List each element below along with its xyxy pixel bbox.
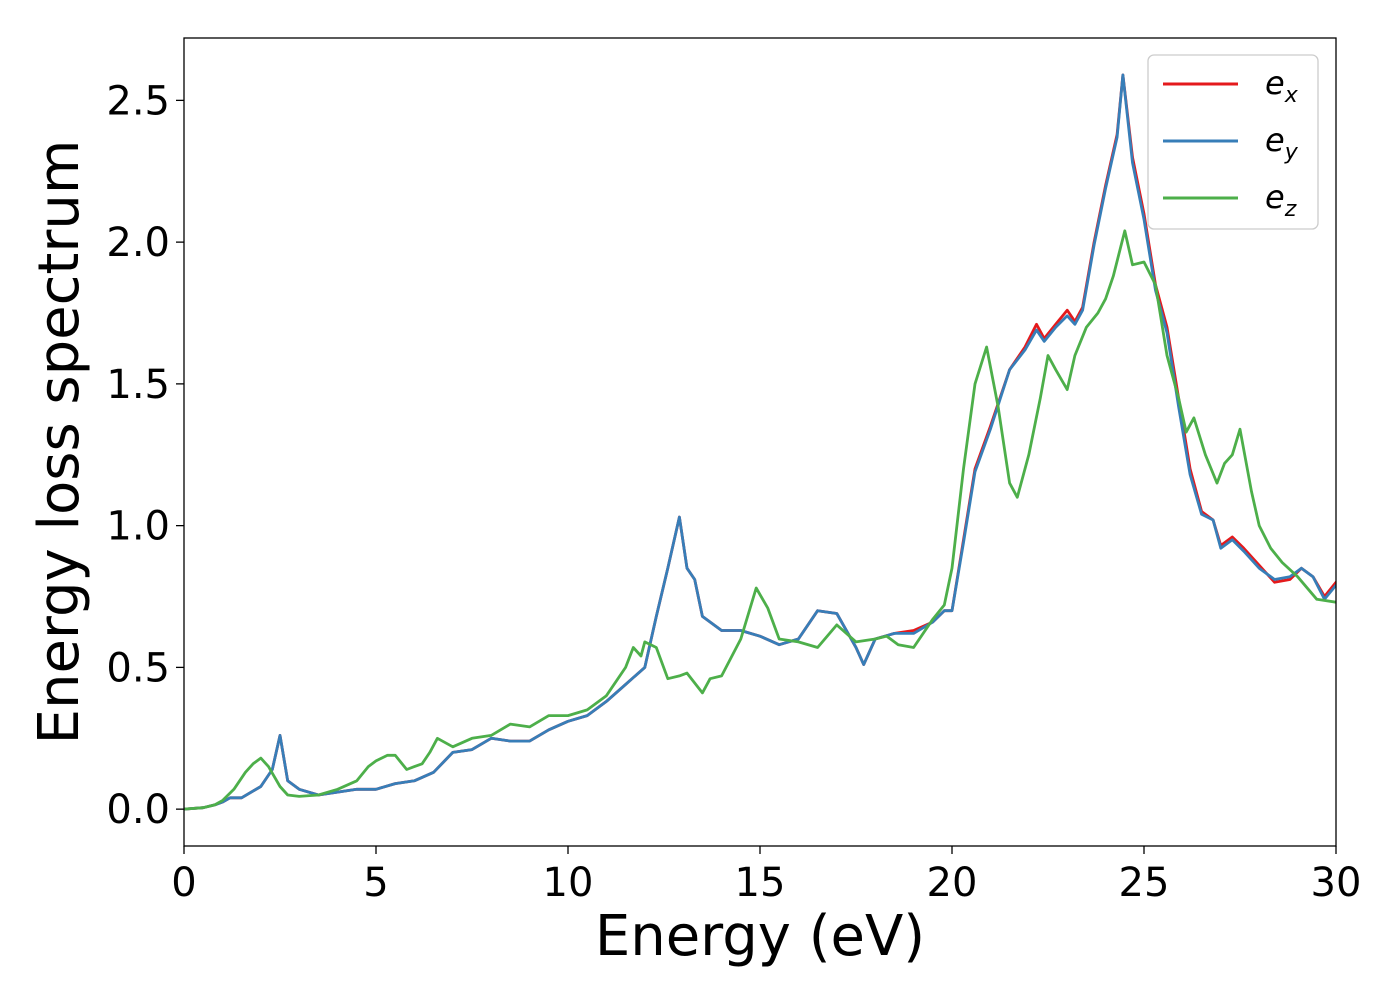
legend-label-z: ez: [1265, 178, 1297, 222]
y-tick-label: 2.0: [106, 220, 170, 266]
series-layer: [184, 73, 1336, 811]
x-tick-label: 25: [1119, 860, 1170, 906]
x-tick-label: 20: [927, 860, 978, 906]
x-tick-label: 10: [543, 860, 594, 906]
y-tick-label: 0.0: [106, 787, 170, 833]
x-tick-label: 5: [363, 860, 388, 906]
legend: ex ey ez: [1147, 54, 1319, 230]
x-tick-label: 15: [735, 860, 786, 906]
ticks-layer: 0 5 10 15 20 25 30 0.0 0.5 1.0 1.5 2.0 2.5: [106, 78, 1361, 906]
x-tick-label: 0: [171, 860, 196, 906]
x-axis-title: Energy (eV): [595, 904, 925, 969]
y-axis-title: Energy loss spectrum: [27, 140, 92, 745]
y-tick-label: 2.5: [106, 78, 170, 124]
x-tick-label: 30: [1311, 860, 1362, 906]
series-line-y: [184, 73, 1336, 811]
legend-label-y: ey: [1265, 121, 1299, 165]
y-tick-label: 0.5: [106, 645, 170, 691]
y-tick-label: 1.0: [106, 504, 170, 550]
y-tick-label: 1.5: [106, 362, 170, 408]
series-line-z: [184, 229, 1336, 811]
legend-label-x: ex: [1265, 64, 1299, 108]
